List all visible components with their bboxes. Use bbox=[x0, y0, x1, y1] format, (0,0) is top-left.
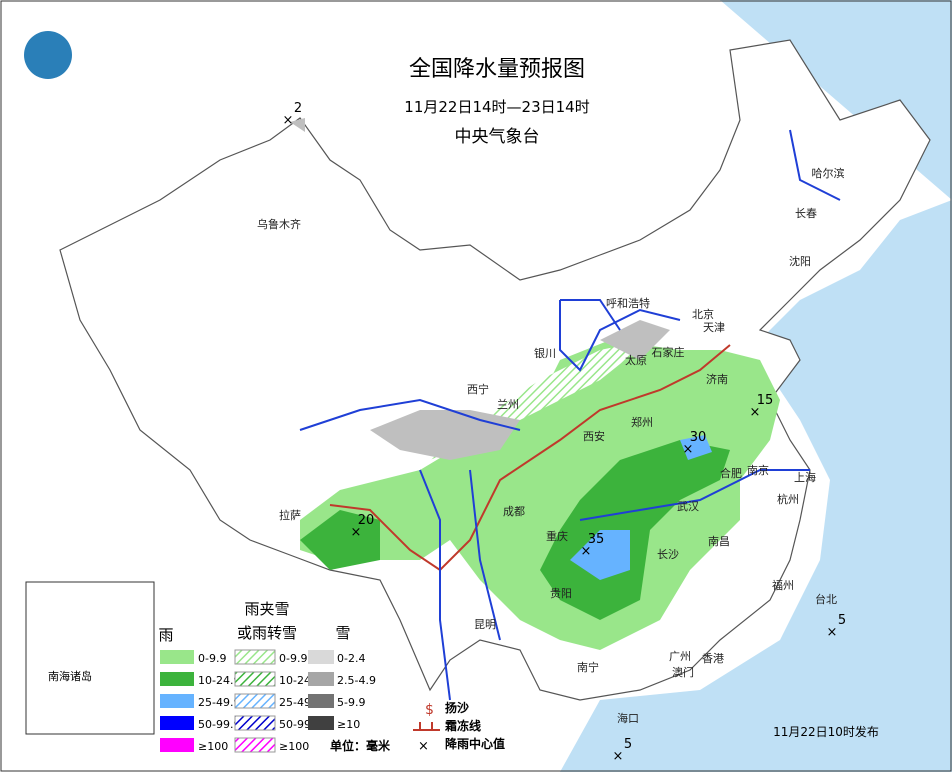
sand-symbol: $ bbox=[425, 702, 434, 718]
center-value: 20 bbox=[358, 513, 375, 528]
legend-sleet-title: 雨夹雪 bbox=[244, 600, 289, 618]
legend-label: ≥100 bbox=[198, 740, 228, 753]
period: 11月22日14时—23日14时 bbox=[404, 98, 589, 116]
city-label: 香港 bbox=[702, 652, 724, 665]
city-label: 沈阳 bbox=[789, 254, 811, 268]
rain-heavy bbox=[570, 435, 712, 580]
legend-swatch bbox=[234, 715, 276, 731]
city-label: 广州 bbox=[669, 650, 691, 663]
legend-label: ≥100 bbox=[279, 740, 309, 753]
city-label: 上海 bbox=[794, 470, 816, 484]
legend-swatch bbox=[234, 671, 276, 687]
city-label: 石家庄 bbox=[652, 345, 685, 359]
city-label: 杭州 bbox=[777, 492, 799, 506]
title: 全国降水量预报图 bbox=[409, 57, 585, 82]
center-marker: × bbox=[683, 442, 694, 457]
legend-label: 0-9.9 bbox=[198, 652, 226, 665]
city-label: 乌鲁木齐 bbox=[257, 217, 301, 231]
legend-swatch bbox=[234, 737, 276, 753]
center-value: 2 bbox=[294, 101, 302, 116]
center-value: 5 bbox=[838, 613, 846, 628]
legend-sleet-title: 或雨转雪 bbox=[237, 624, 297, 642]
legend-rain-title: 雨 bbox=[158, 626, 173, 644]
legend-label: 0-2.4 bbox=[337, 652, 365, 665]
legend-swatch bbox=[308, 672, 334, 686]
inset-label: 南海诸岛 bbox=[48, 669, 92, 683]
city-label: 昆明 bbox=[474, 618, 496, 631]
center-marker: × bbox=[581, 544, 592, 559]
city-label: 贵阳 bbox=[550, 587, 572, 600]
legend-label: 2.5-4.9 bbox=[337, 674, 376, 687]
legend-swatch bbox=[234, 649, 276, 665]
center-marker: × bbox=[283, 113, 294, 128]
legend-swatch bbox=[160, 650, 194, 664]
city-label: 南宁 bbox=[577, 660, 599, 674]
legend-swatch bbox=[308, 694, 334, 708]
city-label: 福州 bbox=[772, 578, 794, 592]
inset-map bbox=[25, 581, 155, 735]
legend-swatch bbox=[160, 694, 194, 708]
center-value: 30 bbox=[690, 430, 707, 445]
city-label: 西宁 bbox=[467, 382, 489, 396]
city-label: 呼和浩特 bbox=[606, 296, 650, 310]
legend-snow-title: 雪 bbox=[335, 624, 350, 642]
city-label: 郑州 bbox=[631, 415, 653, 429]
city-label: 澳门 bbox=[672, 665, 694, 679]
legend-label: 0-9.9 bbox=[279, 652, 307, 665]
city-label: 西安 bbox=[583, 429, 605, 443]
rain-moderate bbox=[300, 440, 730, 620]
legend-label: ≥10 bbox=[337, 718, 360, 731]
center-marker: × bbox=[351, 525, 362, 540]
logo bbox=[24, 31, 72, 79]
center-value: 15 bbox=[757, 393, 774, 408]
center-marker: × bbox=[613, 749, 624, 764]
city-label: 南昌 bbox=[708, 535, 730, 548]
legend-label: 50-99.9 bbox=[198, 718, 240, 731]
city-label: 天津 bbox=[703, 321, 725, 334]
city-label: 成都 bbox=[503, 505, 525, 518]
city-label: 银川 bbox=[534, 346, 556, 360]
legend-swatch bbox=[308, 650, 334, 664]
agency: 中央气象台 bbox=[455, 127, 540, 147]
center-marker: × bbox=[750, 405, 761, 420]
legend-label: 25-49.9 bbox=[198, 696, 240, 709]
city-label: 长春 bbox=[795, 207, 817, 220]
frost-symbol bbox=[413, 722, 440, 731]
legend-label: 5-9.9 bbox=[337, 696, 365, 709]
legend-swatch bbox=[160, 716, 194, 730]
legend-symbol-label: 降雨中心值 bbox=[445, 736, 505, 751]
city-label: 哈尔滨 bbox=[812, 166, 845, 180]
rain-light bbox=[300, 340, 780, 650]
city-label: 长沙 bbox=[657, 548, 679, 561]
city-label: 武汉 bbox=[677, 500, 699, 513]
city-label: 太原 bbox=[625, 354, 647, 367]
legend-label: 10-24.9 bbox=[198, 674, 240, 687]
city-label: 兰州 bbox=[497, 398, 519, 411]
legend-swatch bbox=[160, 672, 194, 686]
city-label: 合肥 bbox=[720, 466, 742, 480]
center-value: 5 bbox=[624, 737, 632, 752]
city-label: 南京 bbox=[747, 463, 769, 477]
city-label: 重庆 bbox=[546, 529, 568, 543]
city-label: 济南 bbox=[706, 372, 728, 386]
sea bbox=[560, 0, 952, 772]
legend-symbol-label: 霜冻线 bbox=[444, 718, 481, 733]
center-marker: × bbox=[827, 625, 838, 640]
center-symbol: × bbox=[418, 739, 429, 754]
legend-symbol-label: 扬沙 bbox=[445, 700, 469, 715]
legend-swatch bbox=[234, 693, 276, 709]
legend-swatch bbox=[160, 738, 194, 752]
frost-line bbox=[329, 344, 731, 572]
legend-unit: 单位：毫米 bbox=[330, 738, 391, 753]
river bbox=[299, 129, 841, 701]
issued: 11月22日10时发布 bbox=[773, 724, 879, 739]
city-label: 北京 bbox=[692, 307, 714, 321]
city-label: 台北 bbox=[815, 592, 837, 606]
center-value: 35 bbox=[588, 532, 605, 547]
legend-swatch bbox=[308, 716, 334, 730]
city-label: 拉萨 bbox=[279, 508, 301, 522]
city-label: 海口 bbox=[617, 711, 639, 725]
